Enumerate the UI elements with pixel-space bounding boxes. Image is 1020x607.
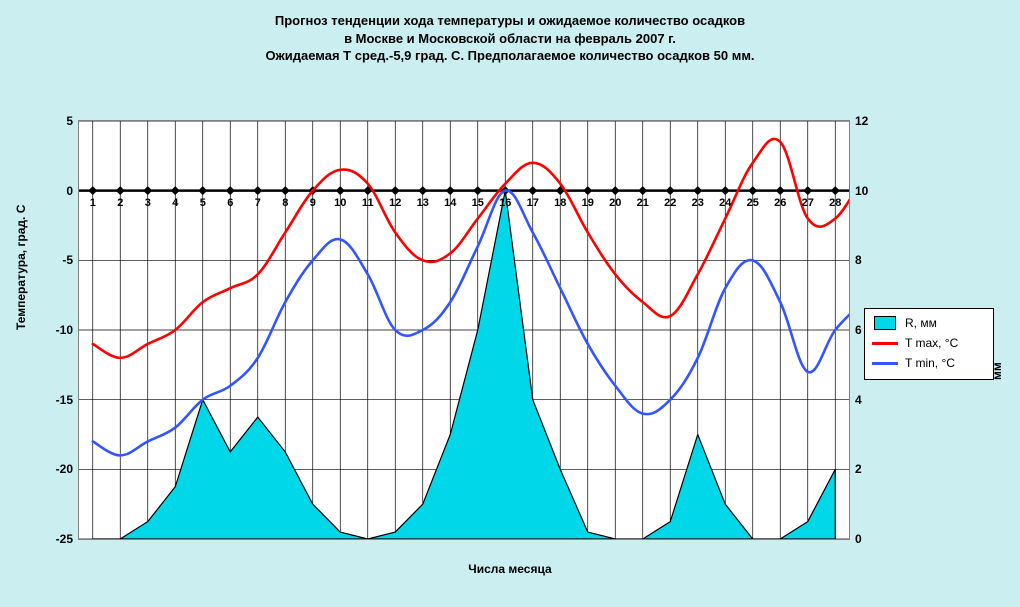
y-left-tick: 0 — [66, 184, 73, 198]
x-tick: 22 — [664, 197, 676, 209]
legend: R, мм T max, °C T min, °C — [864, 308, 994, 380]
y-right-tick: 4 — [855, 393, 862, 407]
y-right-tick: 6 — [855, 323, 862, 337]
x-tick: 10 — [334, 197, 346, 209]
y-left-tick: -15 — [56, 393, 73, 407]
x-tick: 28 — [829, 197, 841, 209]
y-left-tick: -10 — [56, 323, 73, 337]
x-tick: 27 — [802, 197, 814, 209]
chart-title: Прогноз тенденции хода температуры и ожи… — [0, 0, 1020, 65]
y-left-axis-label: Температура, град. С — [14, 205, 28, 330]
x-tick: 20 — [609, 197, 621, 209]
x-tick: 24 — [719, 197, 731, 209]
x-tick: 6 — [227, 197, 233, 209]
y-left-tick: 5 — [66, 114, 73, 128]
x-axis-label: Числа месяца — [0, 562, 1020, 576]
x-tick: 23 — [692, 197, 704, 209]
y-left-tick: -20 — [56, 462, 73, 476]
plot-area: -25-20-15-10-505024681012123456789101112… — [78, 120, 850, 540]
x-tick: 21 — [637, 197, 649, 209]
x-tick: 1 — [90, 197, 96, 209]
legend-label: T min, °C — [905, 356, 955, 370]
legend-swatch — [871, 356, 899, 370]
plot-svg — [79, 121, 849, 539]
y-left-tick: -5 — [62, 253, 73, 267]
y-right-tick: 0 — [855, 532, 862, 546]
x-tick: 7 — [255, 197, 261, 209]
x-tick: 16 — [499, 197, 511, 209]
y-right-tick: 12 — [855, 114, 868, 128]
x-tick: 15 — [472, 197, 484, 209]
x-tick: 9 — [310, 197, 316, 209]
x-tick: 8 — [282, 197, 288, 209]
x-tick: 25 — [747, 197, 759, 209]
y-right-tick: 10 — [855, 184, 868, 198]
legend-swatch — [871, 336, 899, 350]
legend-item: R, мм — [871, 313, 987, 333]
x-tick: 13 — [417, 197, 429, 209]
y-left-tick: -25 — [56, 532, 73, 546]
title-line-3: Ожидаемая Т сред.-5,9 град. С. Предполаг… — [265, 48, 754, 63]
legend-swatch — [871, 316, 899, 330]
x-tick: 12 — [389, 197, 401, 209]
title-line-1: Прогноз тенденции хода температуры и ожи… — [275, 13, 745, 28]
legend-label: R, мм — [905, 316, 937, 330]
x-tick: 18 — [554, 197, 566, 209]
legend-item: T max, °C — [871, 333, 987, 353]
y-right-tick: 2 — [855, 462, 862, 476]
x-tick: 19 — [582, 197, 594, 209]
x-tick: 17 — [527, 197, 539, 209]
x-tick: 3 — [145, 197, 151, 209]
x-tick: 2 — [117, 197, 123, 209]
x-tick: 11 — [362, 197, 374, 209]
legend-label: T max, °C — [905, 336, 958, 350]
x-tick: 4 — [172, 197, 178, 209]
title-line-2: в Москве и Московской области на февраль… — [344, 31, 676, 46]
x-tick: 14 — [444, 197, 456, 209]
y-right-tick: 8 — [855, 253, 862, 267]
x-tick: 26 — [774, 197, 786, 209]
x-tick: 5 — [200, 197, 206, 209]
legend-item: T min, °C — [871, 353, 987, 373]
